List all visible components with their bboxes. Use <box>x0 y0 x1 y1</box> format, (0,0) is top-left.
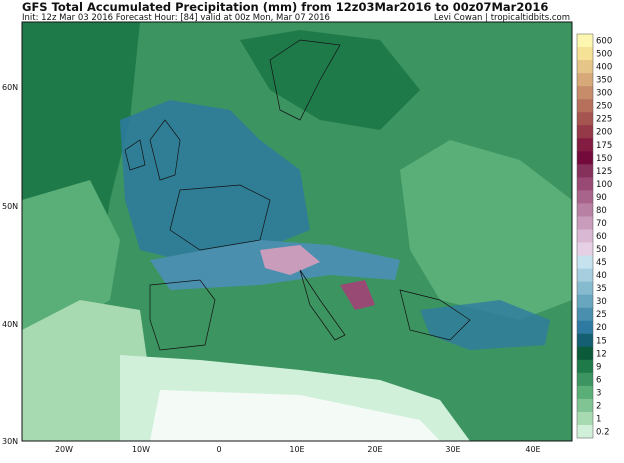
colorbar-label: 25 <box>596 310 607 320</box>
map-title: GFS Total Accumulated Precipitation (mm)… <box>22 0 548 14</box>
coastlines <box>124 39 471 351</box>
colorbar-swatch <box>577 138 593 152</box>
colorbar-swatch <box>577 125 593 139</box>
sahara-dry <box>150 390 440 441</box>
lat-labels: 60N 50N 40N 30N <box>2 83 18 446</box>
colorbar-label: 20 <box>596 323 607 333</box>
colorbar-label: 200 <box>596 128 612 138</box>
colorbar-swatch <box>577 73 593 87</box>
colorbar-swatch <box>577 411 593 426</box>
colorbar-swatch <box>577 385 593 400</box>
colorbar-label: 250 <box>596 102 612 112</box>
colorbar-swatch <box>577 294 593 308</box>
colorbar-swatch <box>577 346 593 361</box>
colorbar-label: 125 <box>596 167 612 177</box>
colorbar-swatch <box>577 268 593 282</box>
scandinavia <box>240 30 420 130</box>
colorbar-swatch <box>577 281 593 295</box>
colorbar-swatch <box>577 242 593 256</box>
colorbar-label: 50 <box>596 245 607 255</box>
colorbar-swatch <box>577 177 593 191</box>
colorbar-label: 6 <box>596 375 601 385</box>
colorbar-label: 100 <box>596 180 612 190</box>
colorbar-label: 500 <box>596 50 612 60</box>
map-subtitle: Init: 12z Mar 03 2016 Forecast Hour: [84… <box>22 13 330 23</box>
map-frame <box>21 21 573 442</box>
colorbar-label: 350 <box>596 76 612 86</box>
colorbar-label: 175 <box>596 141 612 151</box>
western-europe-wet <box>120 100 310 260</box>
colorbar-label: 0.2 <box>596 427 610 437</box>
colorbar-swatch <box>577 372 593 387</box>
colorbar-label: 80 <box>596 206 607 216</box>
colorbar-label: 12 <box>596 349 607 359</box>
lat-label: 60N <box>2 83 18 92</box>
lon-label: 0 <box>216 445 221 454</box>
colorbar-label: 2 <box>596 401 601 411</box>
colorbar-label: 9 <box>596 362 601 372</box>
lat-label: 30N <box>2 437 18 446</box>
colorbar-swatch <box>577 333 593 348</box>
colorbar-label: 300 <box>596 89 612 99</box>
colorbar-swatch <box>577 112 593 126</box>
lon-labels: 20W 10W 0 10E 20E 30E 40E <box>55 445 541 454</box>
colorbar-swatch <box>577 47 593 61</box>
lat-label: 40N <box>2 320 18 329</box>
alps-max <box>260 245 320 275</box>
lat-label: 50N <box>2 202 18 211</box>
colorbar-label: 1 <box>596 414 601 424</box>
lon-label: 20W <box>55 445 73 454</box>
southwest-light <box>22 300 150 441</box>
colorbar-label: 225 <box>596 115 612 125</box>
colorbar-label: 45 <box>596 258 607 268</box>
eastern-europe <box>400 140 572 320</box>
colorbar-swatch <box>577 34 593 48</box>
colorbar-label: 3 <box>596 388 601 398</box>
atlantic-light <box>22 180 120 340</box>
colorbar-swatch <box>577 99 593 113</box>
precip-field <box>22 22 572 441</box>
lon-label: 10W <box>132 445 150 454</box>
colorbar: 6005004003503002502252001751501251009080… <box>576 33 612 439</box>
colorbar-label: 400 <box>596 63 612 73</box>
lon-label: 10E <box>289 445 304 454</box>
colorbar-label: 30 <box>596 297 607 307</box>
colorbar-swatch <box>577 151 593 165</box>
lon-label: 30E <box>445 445 460 454</box>
balkan-max <box>340 280 375 310</box>
colorbar-label: 150 <box>596 154 612 164</box>
colorbar-swatch <box>577 424 593 439</box>
colorbar-label: 70 <box>596 219 607 229</box>
colorbar-label: 40 <box>596 271 607 281</box>
colorbar-swatch <box>577 307 593 322</box>
colorbar-swatch <box>577 60 593 74</box>
colorbar-swatch <box>577 320 593 335</box>
colorbar-swatch <box>577 216 593 230</box>
colorbar-label: 600 <box>596 37 612 47</box>
map-credit: Levi Cowan | tropicaltidbits.com <box>434 13 570 23</box>
colorbar-label: 15 <box>596 336 607 346</box>
colorbar-swatch <box>577 86 593 100</box>
lon-label: 40E <box>525 445 540 454</box>
colorbar-swatch <box>577 203 593 217</box>
colorbar-swatch <box>577 255 593 269</box>
colorbar-swatch <box>577 229 593 243</box>
colorbar-label: 35 <box>596 284 607 294</box>
colorbar-swatch <box>577 398 593 413</box>
colorbar-label: 60 <box>596 232 607 242</box>
colorbar-swatch <box>577 359 593 374</box>
colorbar-frame <box>576 33 594 439</box>
colorbar-swatch <box>577 190 593 204</box>
colorbar-swatch <box>577 164 593 178</box>
lon-label: 20E <box>367 445 382 454</box>
colorbar-label: 90 <box>596 193 607 203</box>
